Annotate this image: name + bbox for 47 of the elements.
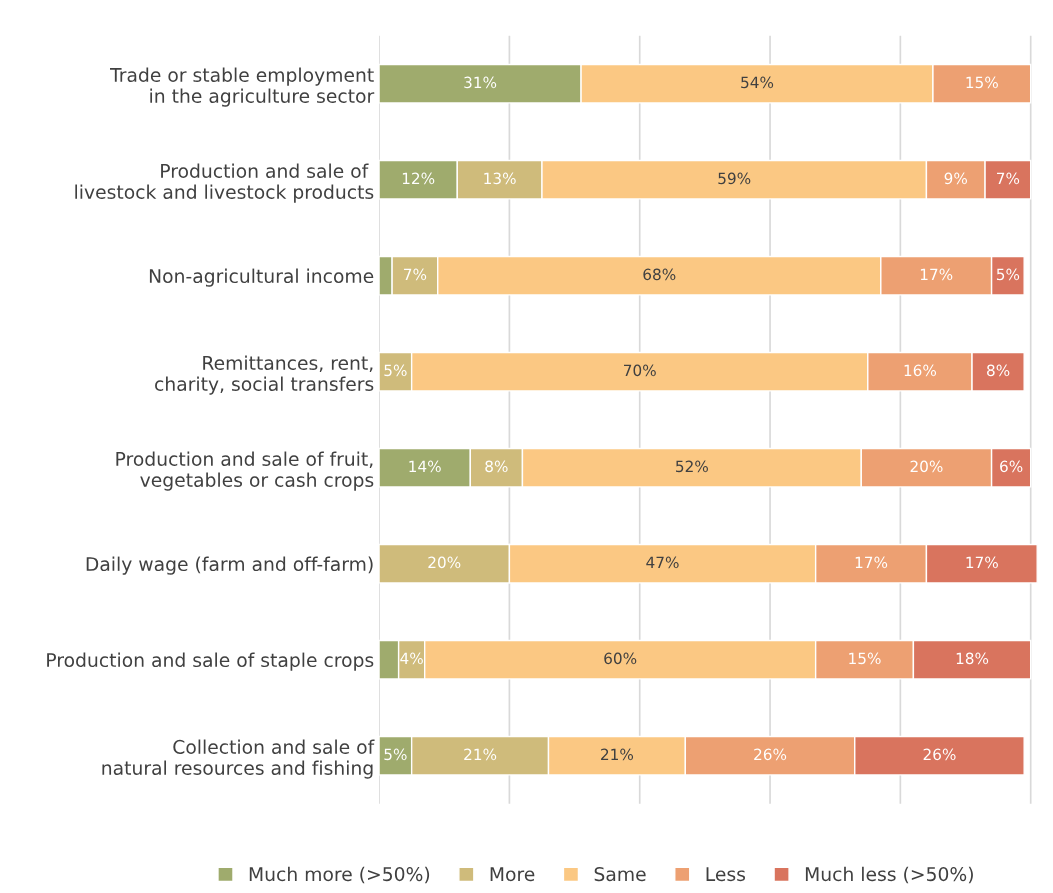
data-label: 7% (997, 172, 1020, 185)
data-label: 4% (400, 652, 423, 665)
data-label: 14% (409, 460, 441, 473)
legend-label: Same (594, 866, 646, 882)
data-label: 15% (849, 652, 881, 665)
y-tick-label: Remittances, rent, charity, social transfers (155, 355, 374, 395)
y-tick-label: Non-agricultural income (149, 268, 374, 287)
data-label: 17% (920, 268, 953, 281)
data-label: 54% (741, 76, 774, 89)
data-label: 31% (464, 76, 497, 89)
data-label: 68% (643, 268, 676, 281)
data-label: 8% (485, 460, 508, 473)
data-label: 5% (384, 748, 407, 761)
data-label: 59% (718, 172, 751, 185)
data-label: 17% (966, 556, 998, 569)
data-label: 21% (601, 748, 634, 761)
data-label: 47% (646, 556, 679, 569)
legend-label: More (490, 867, 535, 882)
y-tick-label: Daily wage (farm and off-farm) (86, 556, 373, 575)
legend-label: Less (706, 867, 746, 882)
data-label: 6% (1000, 460, 1023, 473)
y-tick-label: Production and sale of livestock and livestock products (75, 163, 374, 203)
data-label: 70% (624, 364, 656, 377)
data-label: 15% (966, 76, 998, 89)
data-label: 18% (956, 652, 989, 665)
data-label: 60% (604, 652, 637, 665)
legend-label: Much more (>50%) (249, 866, 430, 884)
data-label: 9% (944, 172, 968, 185)
data-label: 20% (910, 460, 943, 473)
data-label: 5% (384, 364, 407, 377)
data-label: 17% (855, 556, 888, 569)
legend-label: Much less (>50%) (805, 866, 973, 884)
data-label: 12% (402, 172, 435, 185)
data-label: 52% (676, 460, 708, 473)
data-label: 16% (904, 364, 937, 377)
y-tick-label: Production and sale of staple crops (47, 652, 374, 671)
data-label: 20% (428, 556, 461, 569)
data-label: 13% (484, 172, 516, 185)
y-tick-label: Collection and sale of natural resources and fishing (102, 739, 375, 779)
data-label: 26% (754, 748, 787, 761)
data-label: 26% (923, 748, 956, 761)
y-tick-label: Production and sale of fruit, vegetables or cash crops (116, 451, 374, 491)
y-tick-label: Trade or stable employment in the agriculture sector (110, 67, 375, 107)
data-label: 8% (987, 364, 1010, 377)
data-label: 7% (404, 268, 427, 281)
data-label: 21% (464, 748, 497, 761)
data-label: 5% (996, 268, 1020, 281)
